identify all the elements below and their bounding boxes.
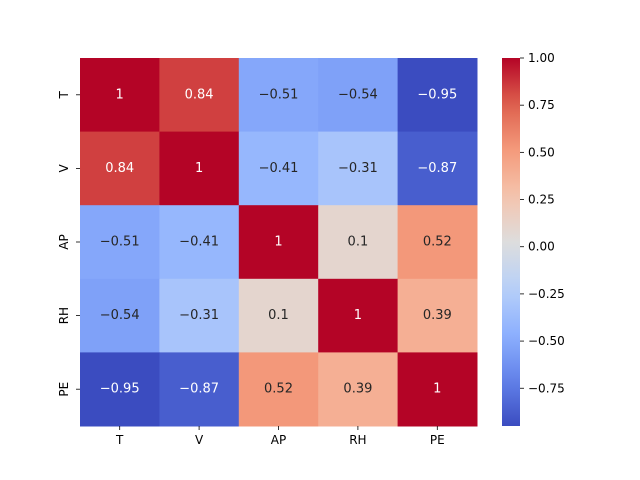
cell-annotation-1-3: −0.31 (338, 161, 378, 176)
heatmap-cell-0-0 (80, 58, 160, 133)
colorbar-tick-label-3: 0.25 (528, 193, 555, 207)
heatmap-cell-1-1 (159, 131, 240, 206)
heatmap-cell-3-4 (397, 278, 478, 353)
cell-annotations: 1 0.84 −0.51 −0.54 −0.95 0.84 1 −0.41 −0.31 −0.87… (100, 87, 457, 396)
heatmap-cell-0-2 (238, 58, 319, 133)
heatmap-cell-4-3 (318, 352, 399, 427)
colorbar-tick-label-5: −0.25 (528, 287, 565, 301)
heatmap-cell-3-2 (238, 278, 319, 353)
heatmap-cell-3-1 (159, 278, 240, 353)
colorbar-tick-label-0: 1.00 (528, 51, 555, 65)
colorbar-tick-label-7: −0.75 (528, 381, 565, 395)
x-tick-label-1: V (195, 433, 204, 447)
heatmap-cell-1-2 (238, 131, 319, 206)
cell-annotation-4-0: −0.95 (100, 382, 140, 397)
y-tick-label-3: RH (57, 307, 71, 324)
heatmap-cells (80, 58, 478, 427)
cell-annotation-0-1: 0.84 (185, 87, 214, 102)
x-tick-label-4: PE (430, 433, 445, 447)
y-tick-label-4: PE (57, 382, 71, 397)
x-tick-label-3: RH (349, 433, 366, 447)
cell-annotation-3-2: 0.1 (268, 308, 289, 323)
colorbar-tick-label-6: −0.50 (528, 334, 565, 348)
cell-annotation-1-2: −0.41 (259, 161, 299, 176)
heatmap-cell-1-0 (80, 131, 160, 206)
heatmap-cell-2-4 (397, 205, 478, 280)
heatmap-cell-2-2 (238, 205, 319, 280)
cell-annotation-4-4: 1 (433, 382, 441, 397)
cell-annotation-1-1: 1 (195, 161, 203, 176)
cell-annotation-3-3: 1 (354, 308, 362, 323)
x-axis: T V AP RH PE (115, 426, 445, 447)
heatmap-cell-2-1 (159, 205, 240, 280)
cell-annotation-3-4: 0.39 (423, 308, 452, 323)
cell-annotation-0-3: −0.54 (338, 87, 378, 102)
cell-annotation-2-0: −0.51 (100, 235, 140, 250)
cell-annotation-2-4: 0.52 (423, 235, 452, 250)
colorbar-tick-label-4: 0.00 (528, 240, 555, 254)
cell-annotation-2-1: −0.41 (179, 235, 219, 250)
cell-annotation-1-4: −0.87 (417, 161, 457, 176)
heatmap-cell-2-3 (318, 205, 399, 280)
cell-annotation-4-1: −0.87 (179, 382, 219, 397)
cell-annotation-4-3: 0.39 (343, 382, 372, 397)
cell-annotation-2-2: 1 (274, 235, 282, 250)
cell-annotation-0-0: 1 (116, 87, 124, 102)
heatmap-cell-3-3 (318, 278, 399, 353)
heatmap-cell-0-4 (397, 58, 478, 133)
heatmap-cell-4-1 (159, 352, 240, 427)
cell-annotation-0-4: −0.95 (417, 87, 457, 102)
heatmap-cell-0-3 (318, 58, 399, 133)
colorbar-tick-label-1: 0.75 (528, 98, 555, 112)
heatmap-cell-1-4 (397, 131, 478, 206)
heatmap-cell-4-4 (397, 352, 478, 427)
colorbar-tick-label-2: 0.50 (528, 145, 555, 159)
cell-annotation-1-0: 0.84 (105, 161, 134, 176)
x-tick-label-2: AP (271, 433, 286, 447)
y-tick-label-2: AP (57, 234, 71, 249)
cell-annotation-3-1: −0.31 (179, 308, 219, 323)
y-tick-label-1: V (57, 164, 71, 173)
heatmap-cell-3-0 (80, 278, 160, 353)
colorbar: 1.00 0.75 0.50 0.25 0.00 −0.25 −0.50 −0.75 (502, 51, 565, 426)
cell-annotation-4-2: 0.52 (264, 382, 293, 397)
heatmap-cell-4-2 (238, 352, 319, 427)
heatmap-cell-0-1 (159, 58, 240, 133)
cell-annotation-3-0: −0.54 (100, 308, 140, 323)
cell-annotation-2-3: 0.1 (348, 235, 369, 250)
cell-annotation-0-2: −0.51 (259, 87, 299, 102)
colorbar-gradient (502, 58, 520, 426)
heatmap-cell-1-3 (318, 131, 399, 206)
heatmap-cell-4-0 (80, 352, 160, 427)
heatmap-cell-2-0 (80, 205, 160, 280)
y-tick-label-0: T (57, 90, 71, 99)
x-tick-label-0: T (115, 433, 124, 447)
y-axis: T V AP RH PE (57, 90, 80, 397)
